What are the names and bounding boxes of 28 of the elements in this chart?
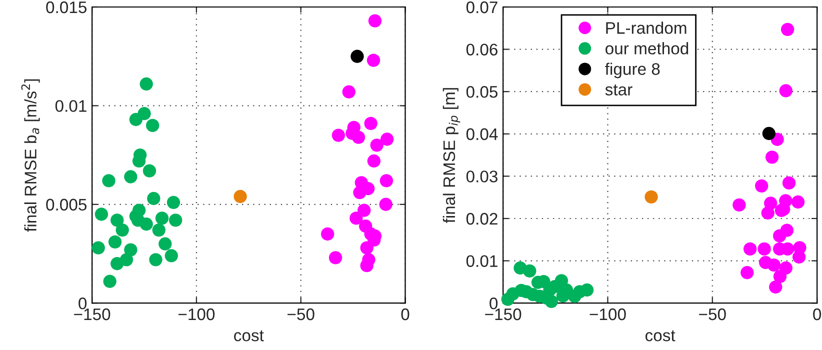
y-axis-title: final RMSE p$_{ip}$ [m] [442,88,460,223]
x-axis-title: cost [234,330,264,342]
x-tick-label: −150 [485,308,522,320]
y-tick-label: 0.015 [46,1,87,14]
y-tick-label: 0.01 [55,100,86,112]
x-axis-title: cost [645,330,676,342]
y-tick-label: 0.02 [466,212,498,225]
legend-label: our method [606,42,688,54]
x-tick-label: −150 [74,308,110,320]
y-tick-label: 0.04 [466,128,498,140]
x-tick-label: −50 [699,308,726,320]
legend-label: figure 8 [605,62,660,78]
x-tick-label: −100 [590,308,626,320]
x-tick-label: 0 [401,308,410,320]
y-tick-label: 0 [78,298,87,310]
y-tick-label: 0.05 [466,86,498,98]
x-tick-label: −100 [178,308,215,320]
y-tick-label: 0.01 [466,255,498,268]
legend-label: star [605,84,632,96]
y-tick-label: 0.03 [466,170,498,182]
y-axis-title: final RMSE b$_{a}$ [m/s$^{2}$] [21,79,40,232]
x-tick-label: 0 [813,308,822,320]
x-tick-label: −50 [288,308,314,320]
y-tick-label: 0.07 [466,1,498,14]
y-tick-label: 0.005 [46,198,87,211]
y-tick-label: 0 [490,298,498,310]
y-tick-label: 0.06 [466,44,498,56]
legend-label: PL-random [606,22,686,34]
